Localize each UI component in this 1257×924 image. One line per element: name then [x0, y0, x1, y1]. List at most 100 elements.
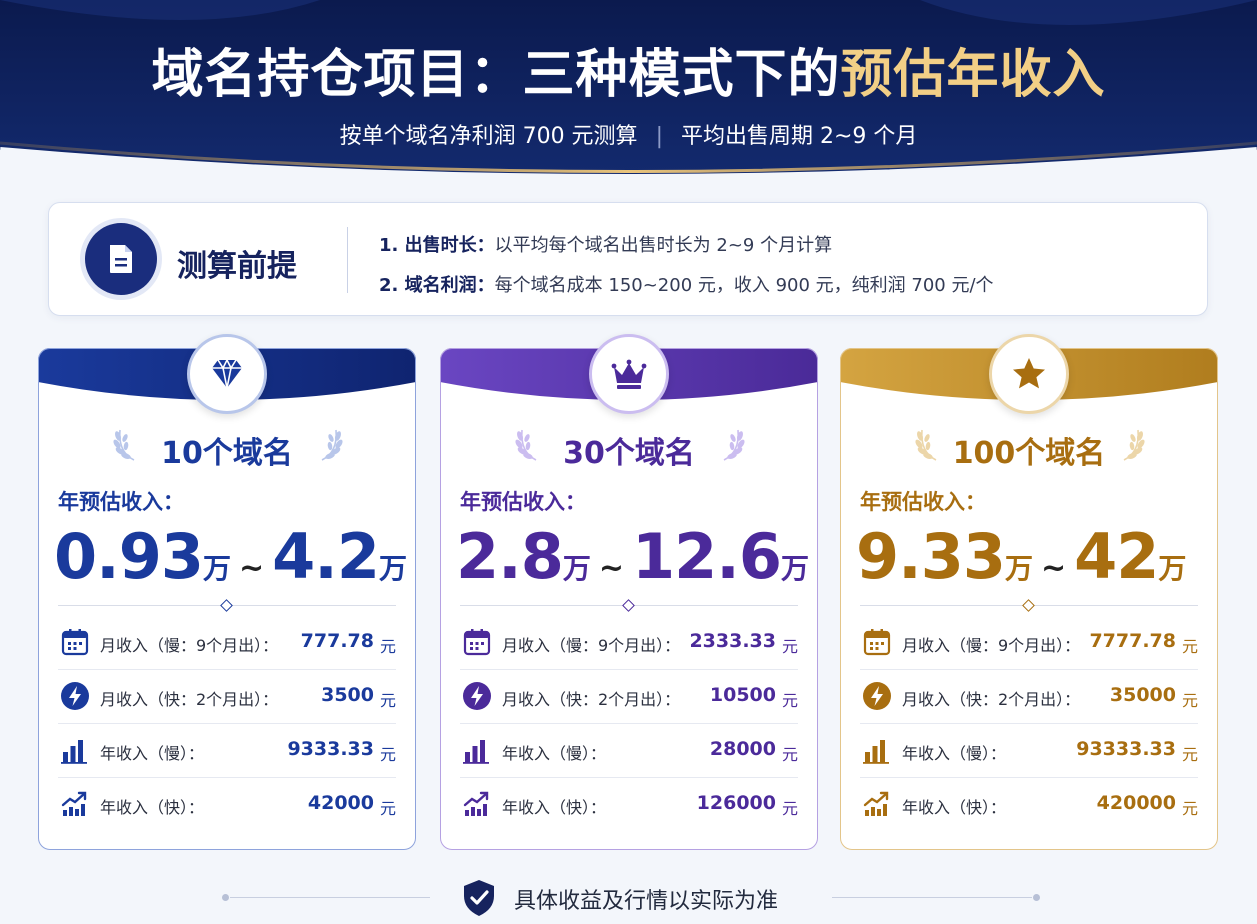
header-background [0, 0, 1257, 180]
row-unit: 元 [379, 745, 396, 764]
row-label: 年收入（慢）： [502, 744, 607, 763]
row-value: 777.78 [300, 630, 374, 652]
card-100-domains: 100个域名 年预估收入： 9.33万 ~42万 月收入（慢：9个月出）： 7777.78… [840, 334, 1218, 850]
row-value: 126000 [696, 792, 776, 814]
row-value: 3500 [321, 684, 374, 706]
row-value: 35000 [1109, 684, 1176, 706]
row-value: 28000 [709, 738, 776, 760]
range-unit: 万 [780, 552, 809, 585]
calendar-icon [60, 627, 90, 657]
income-row: 年收入（慢）： 9333.33 元 [58, 724, 396, 778]
premise-line-2: 2. 域名利润：每个域名成本 150~200 元，收入 900 元，纯利润 70… [379, 271, 994, 297]
row-value: 420000 [1096, 792, 1176, 814]
row-value: 93333.33 [1076, 738, 1176, 760]
footer-text: 具体收益及行情以实际为准 [514, 889, 779, 914]
subtitle-left: 按单个域名净利润 700 元测算 [339, 124, 638, 149]
row-unit: 元 [781, 799, 798, 818]
laurel-left-icon [914, 426, 942, 466]
crown-icon [589, 334, 669, 414]
range-high: 42 [1074, 520, 1159, 593]
laurel-left-icon [112, 426, 140, 466]
row-unit: 元 [379, 799, 396, 818]
range-low: 0.93 [54, 520, 204, 593]
row-unit: 元 [1181, 691, 1198, 710]
income-row: 年收入（快）： 42000 元 [58, 778, 396, 832]
income-row: 年收入（慢）： 93333.33 元 [860, 724, 1198, 778]
bar-chart-icon [462, 735, 492, 765]
premise-line-text: 每个域名成本 150~200 元，收入 900 元，纯利润 700 元/个 [494, 275, 994, 296]
card-30-domains: 30个域名年预估收入： 2.8万 ~12.6万月收入（慢：9个月出）： 2333.33… [440, 334, 818, 850]
range-low: 9.33 [856, 520, 1006, 593]
lightning-icon [462, 681, 492, 711]
income-row: 月收入（快：2个月出）： 3500 元 [58, 670, 396, 724]
trend-up-icon [862, 789, 892, 819]
footer: 具体收益及行情以实际为准 [0, 876, 1257, 916]
premise-title: 测算前提 [177, 249, 297, 284]
divider-diamond [1022, 599, 1035, 612]
row-unit: 元 [1181, 745, 1198, 764]
income-row: 年收入（快）： 420000 元 [860, 778, 1198, 832]
calendar-icon [862, 627, 892, 657]
document-icon [85, 223, 157, 295]
premise-divider [347, 227, 348, 293]
bar-chart-icon [862, 735, 892, 765]
row-label: 月收入（快：2个月出）： [502, 690, 681, 709]
income-row: 年收入（慢）： 28000 元 [460, 724, 798, 778]
premise-line-label: 2. 域名利润： [379, 275, 495, 296]
row-value: 9333.33 [287, 738, 374, 760]
trend-up-icon [60, 789, 90, 819]
card-title: 30个域名 [563, 436, 695, 471]
card-10-domains: 10个域名 年预估收入： 0.93万 ~4.2万 月收入（慢：9个月出）： 777.78 元… [38, 334, 416, 850]
premise-line-label: 1. 出售时长： [379, 235, 495, 256]
card-title: 100个域名 [952, 436, 1106, 471]
premise-line-1: 1. 出售时长：以平均每个域名出售时长为 2~9 个月计算 [379, 231, 832, 257]
range-tilde: ~ [1041, 551, 1067, 586]
row-value: 7777.78 [1089, 630, 1176, 652]
star-icon [989, 334, 1069, 414]
row-label: 年收入（快）： [100, 798, 205, 817]
row-label: 年收入（慢）： [902, 744, 1007, 763]
range-unit: 万 [378, 552, 407, 585]
income-row: 月收入（慢：9个月出）： 7777.78 元 [860, 616, 1198, 670]
row-unit: 元 [1181, 637, 1198, 656]
footer-dot [222, 894, 229, 901]
diamond-icon [187, 334, 267, 414]
divider-diamond [622, 599, 635, 612]
row-value: 42000 [307, 792, 374, 814]
income-range: 9.33万 ~42万 [856, 520, 1206, 593]
range-unit: 万 [562, 552, 591, 585]
laurel-right-icon [1118, 426, 1146, 466]
income-range: 0.93万 ~4.2万 [54, 520, 407, 593]
estimate-label: 年预估收入： [460, 490, 586, 514]
row-label: 月收入（快：2个月出）： [902, 690, 1081, 709]
income-rows: 月收入（慢：9个月出）： 777.78 元月收入（快：2个月出）： 3500 元年收入（… [58, 616, 396, 832]
income-range: 2.8万 ~12.6万 [456, 520, 809, 593]
subtitle-right: 平均出售周期 2~9 个月 [680, 124, 918, 149]
range-unit: 万 [202, 552, 231, 585]
title-highlight: 预估年收入 [840, 45, 1106, 105]
range-high: 4.2 [272, 520, 380, 593]
calendar-icon [462, 627, 492, 657]
income-row: 月收入（快：2个月出）： 35000 元 [860, 670, 1198, 724]
laurel-right-icon [316, 426, 344, 466]
row-label: 年收入（快）： [502, 798, 607, 817]
card-title: 10个域名 [161, 436, 293, 471]
row-unit: 元 [379, 637, 396, 656]
row-label: 月收入（快：2个月出）： [100, 690, 279, 709]
row-value: 2333.33 [689, 630, 776, 652]
row-unit: 元 [781, 691, 798, 710]
row-label: 月收入（慢：9个月出）： [100, 636, 279, 655]
income-row: 月收入（慢：9个月出）： 2333.33 元 [460, 616, 798, 670]
range-unit: 万 [1158, 552, 1187, 585]
income-row: 年收入（快）： 126000 元 [460, 778, 798, 832]
footer-line-left [230, 897, 430, 898]
laurel-left-icon [514, 426, 542, 466]
trend-up-icon [462, 789, 492, 819]
range-tilde: ~ [239, 551, 265, 586]
footer-dot [1033, 894, 1040, 901]
range-high: 12.6 [632, 520, 782, 593]
footer-line-right [832, 897, 1032, 898]
page-subtitle: 按单个域名净利润 700 元测算 | 平均出售周期 2~9 个月 [0, 118, 1257, 150]
shield-check-icon [464, 880, 494, 916]
laurel-right-icon [718, 426, 746, 466]
